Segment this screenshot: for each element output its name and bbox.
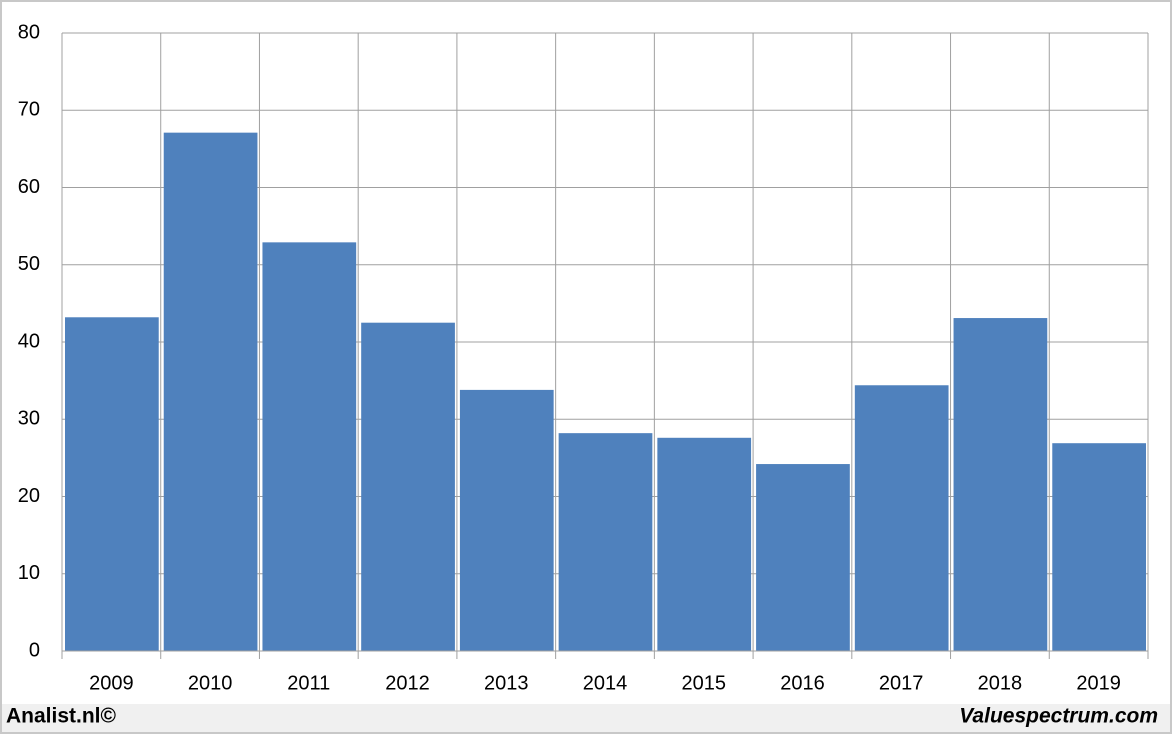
x-tick-label: 2016 xyxy=(780,672,825,694)
y-tick-label: 20 xyxy=(18,485,40,507)
footer-left: Analist.nl© xyxy=(6,705,117,728)
bar xyxy=(756,464,850,651)
x-tick-label: 2017 xyxy=(879,672,924,694)
bar xyxy=(558,433,653,651)
y-tick-label: 70 xyxy=(18,99,40,121)
bar xyxy=(953,318,1048,651)
x-tick-label: 2014 xyxy=(583,672,628,694)
bar xyxy=(1052,443,1146,651)
bar xyxy=(65,317,159,651)
y-tick-label: 60 xyxy=(18,176,40,198)
bar xyxy=(657,437,752,651)
x-tick-label: 2018 xyxy=(978,672,1023,694)
y-tick-label: 50 xyxy=(18,253,40,275)
bar xyxy=(361,322,455,651)
x-tick-label: 2011 xyxy=(287,672,330,694)
x-tick-label: 2012 xyxy=(385,672,430,694)
footer-right: Valuespectrum.com xyxy=(959,705,1158,728)
bar xyxy=(163,132,258,652)
x-tick-label: 2013 xyxy=(484,672,529,694)
y-tick-label: 10 xyxy=(18,562,40,584)
bar xyxy=(854,385,949,651)
footer-strip xyxy=(2,704,1170,732)
x-tick-label: 2019 xyxy=(1076,672,1121,694)
y-tick-label: 30 xyxy=(18,408,40,430)
bar xyxy=(459,389,554,651)
y-tick-label: 0 xyxy=(29,639,40,661)
x-tick-label: 2015 xyxy=(681,672,726,694)
bar xyxy=(262,242,357,651)
y-tick-label: 40 xyxy=(18,330,40,352)
x-tick-label: 2009 xyxy=(89,672,134,694)
x-tick-label: 2010 xyxy=(188,672,233,694)
y-tick-label: 80 xyxy=(18,21,40,43)
